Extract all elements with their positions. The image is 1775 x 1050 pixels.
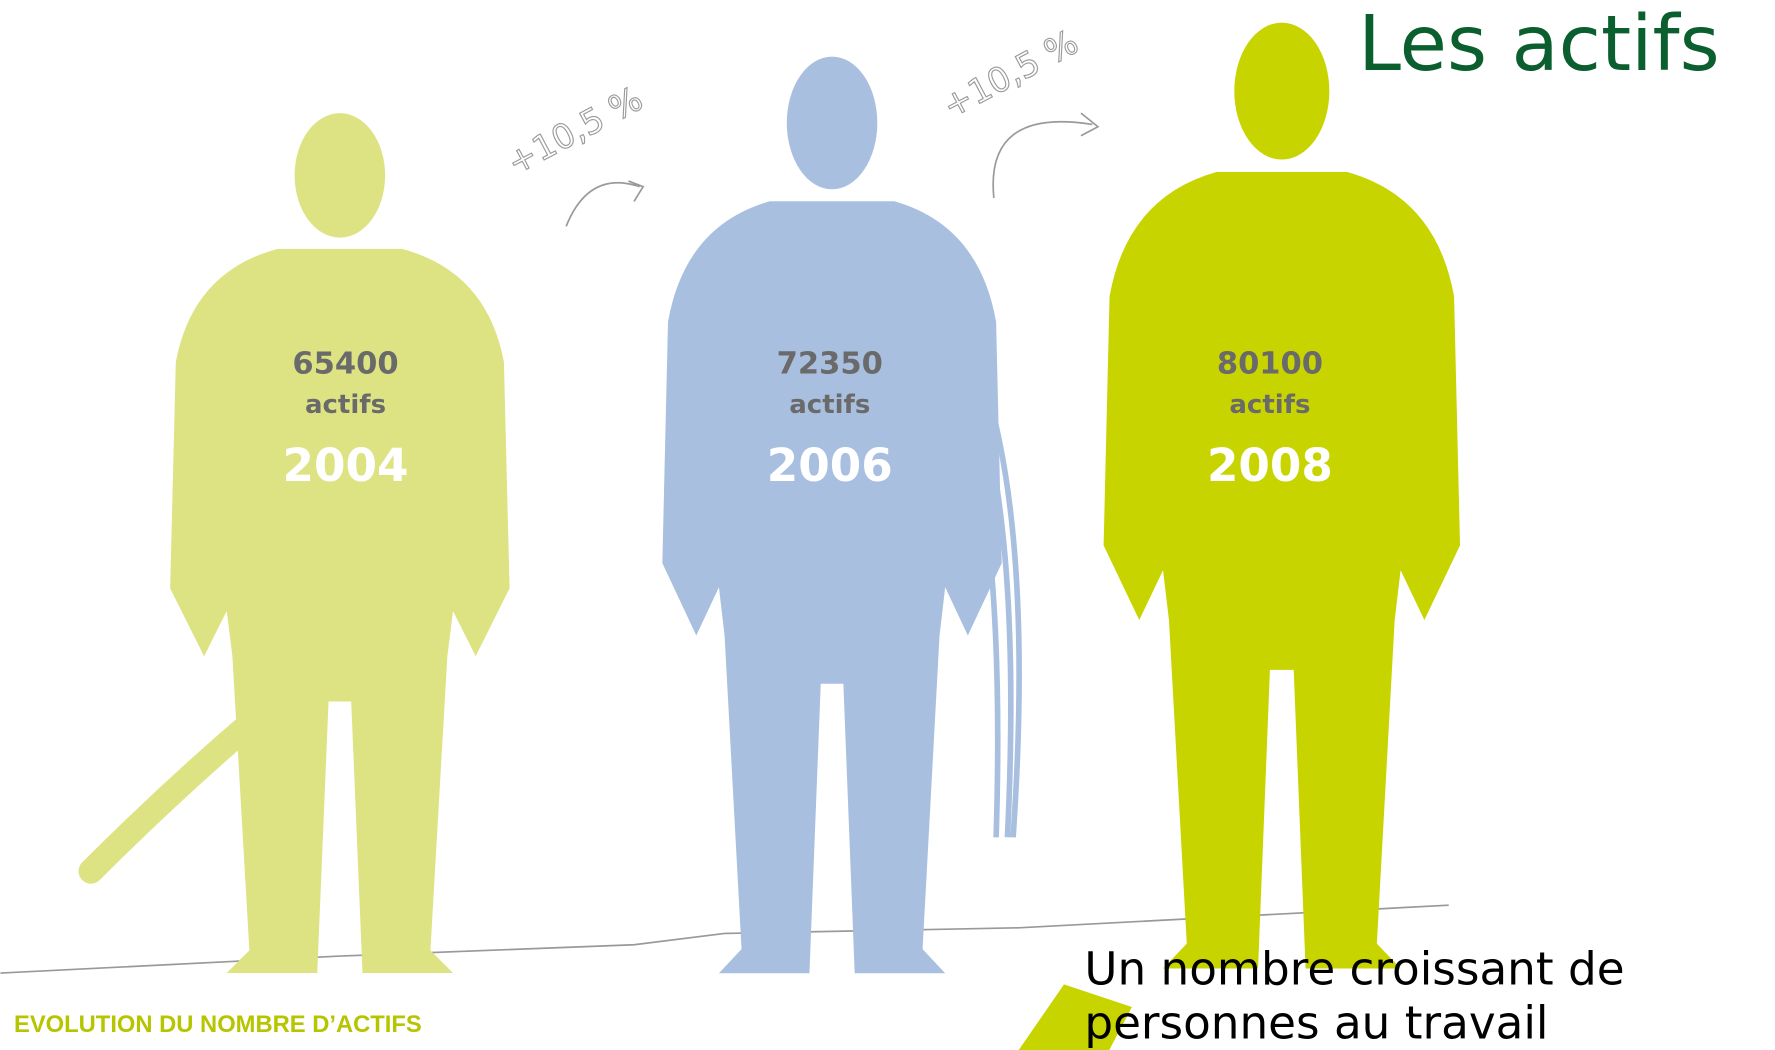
cable xyxy=(91,724,249,871)
subtitle-line: personnes au travail xyxy=(1084,997,1548,1050)
subtitle-line: Un nombre croissant de xyxy=(1084,942,1624,995)
count: 65400 xyxy=(292,346,398,381)
worker-2008 xyxy=(1104,23,1460,969)
change-label: +10,5 % xyxy=(936,22,1085,126)
change-label: +10,5 % xyxy=(501,79,650,183)
infographic: Les actifs 65400 actifs 2004 72350 actif… xyxy=(0,0,1775,1050)
year: 2008 xyxy=(1207,439,1333,492)
page: {"title": "Les actifs", "figures": [ {"c… xyxy=(0,0,1775,1050)
change-arrow xyxy=(566,181,643,226)
count: 80100 xyxy=(1217,346,1323,381)
worker-2004 xyxy=(170,113,509,973)
year: 2006 xyxy=(767,439,893,492)
worker-2006 xyxy=(662,57,1001,974)
year: 2004 xyxy=(283,439,409,492)
count: 72350 xyxy=(777,346,883,381)
caption: EVOLUTION DU NOMBRE D’ACTIFS xyxy=(14,1011,422,1038)
title: Les actifs xyxy=(1358,0,1719,89)
change-arrow xyxy=(993,113,1098,198)
unit: actifs xyxy=(789,390,870,420)
unit: actifs xyxy=(1229,390,1310,420)
unit: actifs xyxy=(305,390,386,420)
